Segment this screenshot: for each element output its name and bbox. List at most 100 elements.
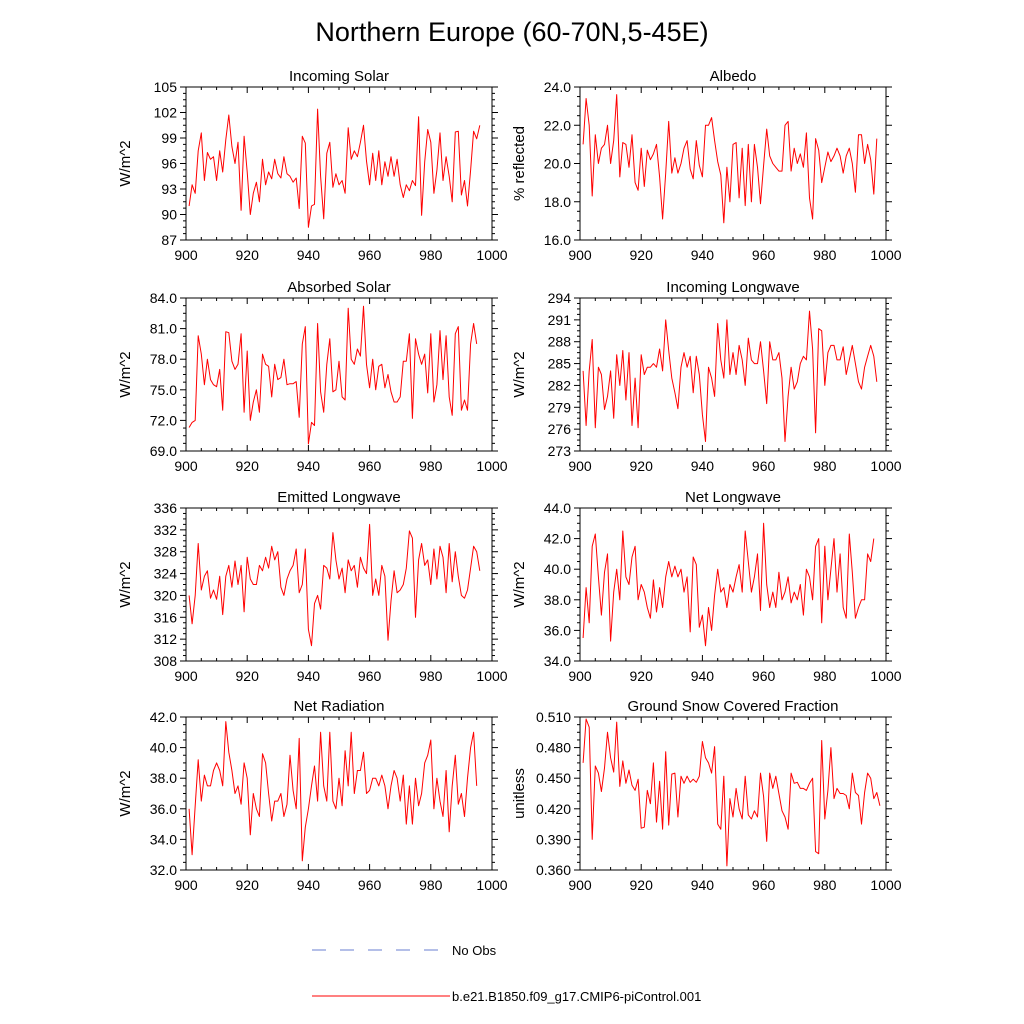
y-axis-label: W/m^2 — [117, 561, 134, 607]
x-tick-label: 1000 — [476, 458, 507, 474]
panel-5: Net Longwave W/m^2 900 920 940 960 980 1000 34.0… — [511, 489, 902, 684]
y-tick-label: 84.0 — [150, 290, 177, 306]
y-tick-label: 78.0 — [150, 351, 177, 367]
plot-frame — [579, 507, 887, 662]
x-tick-label: 920 — [236, 458, 260, 474]
panel-2: Absorbed Solar W/m^2 900 920 940 960 980 1000 69… — [117, 279, 508, 474]
x-tick-label: 960 — [358, 668, 382, 684]
y-tick-label: 282 — [548, 377, 572, 393]
y-tick-label: 38.0 — [150, 770, 177, 786]
panel-title: Net Radiation — [294, 698, 385, 715]
x-tick-label: 980 — [419, 668, 443, 684]
series-line — [188, 523, 481, 647]
y-tick-label: 42.0 — [544, 531, 571, 547]
x-tick-label: 980 — [813, 668, 837, 684]
x-tick-label: 960 — [752, 877, 776, 893]
x-tick-label: 980 — [813, 458, 837, 474]
x-tick-label: 960 — [752, 668, 776, 684]
x-tick-label: 1000 — [476, 247, 507, 263]
y-tick-label: 69.0 — [150, 443, 177, 459]
y-tick-label: 0.390 — [536, 831, 571, 847]
x-tick-label: 920 — [630, 877, 654, 893]
x-tick-label: 980 — [813, 877, 837, 893]
y-tick-label: 34.0 — [544, 653, 571, 669]
panel-0: Incoming Solar W/m^2 900 920 940 960 980 1000 87… — [117, 68, 508, 263]
panel-title: Emitted Longwave — [277, 489, 400, 506]
y-tick-label: 332 — [154, 522, 178, 538]
y-tick-label: 0.360 — [536, 862, 571, 878]
y-tick-label: 316 — [154, 609, 178, 625]
x-tick-label: 980 — [419, 458, 443, 474]
x-tick-label: 940 — [297, 668, 321, 684]
series-line — [582, 310, 878, 442]
y-axis-label: W/m^2 — [117, 140, 134, 186]
x-tick-label: 920 — [630, 458, 654, 474]
x-tick-label: 1000 — [476, 877, 507, 893]
y-tick-label: 273 — [548, 443, 572, 459]
x-tick-label: 900 — [174, 668, 198, 684]
x-tick-label: 940 — [297, 458, 321, 474]
panel-title: Albedo — [710, 68, 757, 85]
x-tick-label: 960 — [358, 877, 382, 893]
x-tick-label: 920 — [630, 247, 654, 263]
y-tick-label: 308 — [154, 653, 178, 669]
y-tick-label: 294 — [548, 290, 572, 306]
y-tick-label: 81.0 — [150, 321, 177, 337]
x-tick-label: 920 — [630, 668, 654, 684]
x-tick-label: 900 — [174, 247, 198, 263]
x-tick-label: 1000 — [870, 458, 901, 474]
panel-title: Incoming Longwave — [666, 279, 799, 296]
y-axis-label: W/m^2 — [117, 770, 134, 816]
x-tick-label: 940 — [691, 247, 715, 263]
y-tick-label: 40.0 — [150, 740, 177, 756]
y-axis-label: % reflected — [511, 126, 528, 201]
plot-frame — [579, 297, 887, 452]
x-tick-label: 980 — [813, 247, 837, 263]
y-tick-label: 279 — [548, 399, 572, 415]
y-tick-label: 0.510 — [536, 709, 571, 725]
y-tick-label: 20.0 — [544, 156, 571, 172]
panel-7: Ground Snow Covered Fraction unitless 900 9… — [511, 698, 902, 893]
y-tick-label: 276 — [548, 421, 572, 437]
x-tick-label: 940 — [297, 877, 321, 893]
y-tick-label: 328 — [154, 544, 178, 560]
y-tick-label: 0.420 — [536, 801, 571, 817]
y-tick-label: 291 — [548, 312, 572, 328]
y-tick-label: 105 — [154, 79, 178, 95]
x-tick-label: 940 — [691, 458, 715, 474]
plot-frame — [579, 86, 887, 241]
figure-title: Northern Europe (60-70N,5-45E) — [315, 17, 708, 47]
series-line — [582, 522, 875, 647]
y-axis-label: unitless — [511, 768, 528, 819]
y-tick-label: 42.0 — [150, 709, 177, 725]
plot-frame — [185, 716, 493, 871]
y-tick-label: 102 — [154, 105, 178, 121]
panel-title: Ground Snow Covered Fraction — [628, 698, 839, 715]
x-tick-label: 1000 — [870, 877, 901, 893]
x-tick-label: 900 — [174, 458, 198, 474]
y-tick-label: 0.480 — [536, 740, 571, 756]
y-tick-label: 99 — [161, 130, 177, 146]
y-axis-label: W/m^2 — [511, 351, 528, 397]
legend-model-label: b.e21.B1850.f09_g17.CMIP6-piControl.001 — [452, 989, 701, 1004]
y-tick-label: 312 — [154, 631, 178, 647]
y-tick-label: 96 — [161, 156, 177, 172]
legend-obs-label: No Obs — [452, 943, 497, 958]
y-tick-label: 90 — [161, 207, 177, 223]
x-tick-label: 960 — [752, 458, 776, 474]
series-line — [188, 305, 478, 445]
panel-title: Incoming Solar — [289, 68, 389, 85]
plot-frame — [185, 86, 493, 241]
y-tick-label: 40.0 — [544, 561, 571, 577]
panel-title: Net Longwave — [685, 489, 781, 506]
y-tick-label: 16.0 — [544, 232, 571, 248]
series-line — [582, 94, 878, 224]
x-tick-label: 1000 — [870, 247, 901, 263]
y-axis-label: W/m^2 — [511, 561, 528, 607]
panel-4: Emitted Longwave W/m^2 900 920 940 960 980 1000… — [117, 489, 508, 684]
y-tick-label: 320 — [154, 587, 178, 603]
y-tick-label: 87 — [161, 232, 177, 248]
y-tick-label: 93 — [161, 181, 177, 197]
y-tick-label: 285 — [548, 356, 572, 372]
